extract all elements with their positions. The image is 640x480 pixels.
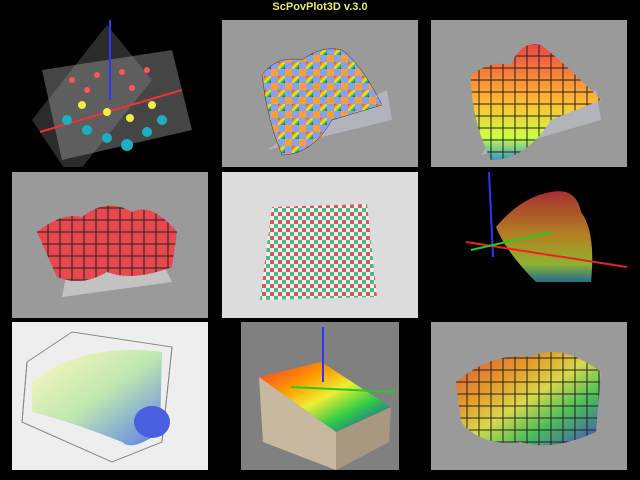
checkered-plane-render	[222, 172, 418, 318]
gridded-surface-render	[431, 20, 627, 167]
box-contour-render	[12, 322, 208, 470]
red-surface-render	[12, 172, 208, 318]
glass-surface-render	[431, 322, 627, 470]
scatter-spheres-render	[12, 20, 208, 167]
checkered-surface-render	[222, 20, 418, 167]
terrain-block-render	[241, 322, 399, 470]
app-title: ScPovPlot3D v.3.0	[272, 1, 368, 13]
transparent-surface-render	[431, 172, 627, 318]
